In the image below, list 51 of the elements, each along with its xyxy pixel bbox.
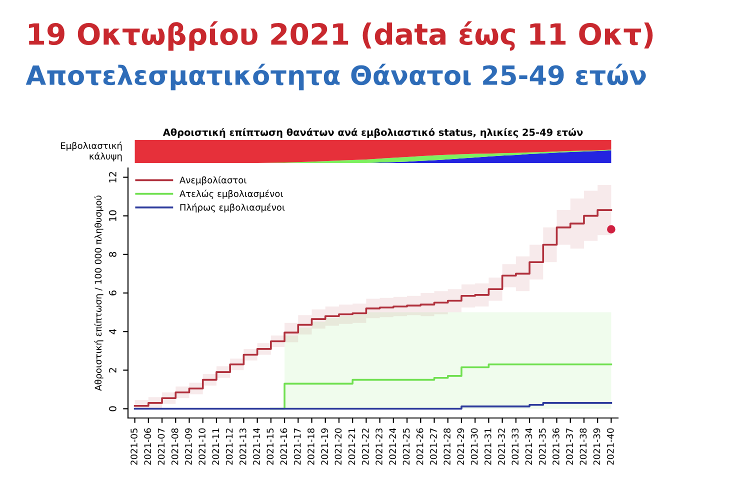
y-tick-label: 4	[109, 329, 116, 334]
x-tick-label: 2021-19	[321, 428, 328, 465]
x-tick-label: 2021-29	[457, 428, 464, 465]
x-tick-label: 2021-25	[402, 428, 410, 465]
x-tick-label: 2021-17	[294, 428, 301, 465]
x-tick-label: 2021-33	[512, 428, 519, 465]
chart-subtitle: Αποτελεσματικότητα Θάνατοι 25-49 ετών	[26, 64, 646, 90]
y-tick-label: 0	[109, 406, 116, 412]
x-tick-label: 2021-24	[389, 428, 396, 465]
y-tick-label: 10	[109, 210, 116, 221]
x-tick-label: 2021-06	[144, 428, 152, 465]
x-tick-label: 2021-23	[376, 428, 382, 465]
x-tick-label: 2021-31	[484, 428, 492, 465]
x-tick-label: 2021-12	[226, 428, 233, 465]
x-tick-label: 2021-34	[525, 428, 532, 465]
x-tick-label: 2021-38	[580, 428, 587, 465]
y-tick-label: 6	[109, 290, 116, 296]
x-tick-label: 2021-10	[198, 428, 206, 465]
x-tick-label: 2021-28	[444, 428, 450, 465]
y-axis-title: Αθροιστική επίπτωση / 100 000 πληθυσμού	[94, 196, 104, 391]
y-axis-title: Εμβολιαστική κάλυψη	[60, 142, 122, 162]
x-tick-label: 2021-39	[593, 428, 600, 465]
legend-label: Ανεμβολίαστοι	[180, 176, 246, 186]
x-tick-label: 2021-20	[334, 428, 342, 465]
x-tick-label: 2021-30	[470, 428, 478, 465]
y-tick-label: 2	[109, 368, 116, 373]
x-tick-label: 2021-26	[416, 428, 424, 465]
x-tick-label: 2021-07	[158, 428, 165, 465]
y-tick-label: 8	[109, 252, 116, 257]
x-tick-label: 2021-05	[130, 428, 138, 465]
x-tick-label: 2021-11	[212, 428, 220, 465]
x-tick-label: 2021-36	[552, 428, 560, 465]
x-tick-label: 2021-32	[498, 428, 505, 465]
x-tick-label: 2021-13	[239, 428, 246, 465]
x-tick-label: 2021-18	[308, 428, 314, 465]
chart-title: 19 Οκτωβρίου 2021 (data έως 11 Οκτ)	[28, 21, 653, 51]
x-tick-label: 2021-40	[606, 428, 614, 465]
x-tick-label: 2021-08	[171, 428, 178, 465]
x-tick-label: 2021-37	[566, 428, 573, 465]
x-tick-label: 2021-14	[253, 428, 260, 465]
x-tick-label: 2021-15	[266, 428, 274, 465]
legend-label: Ατελώς εμβολιασμένοι	[180, 190, 283, 199]
text: Αθροιστική επίπτωση θανάτων ανά εμβολιαστικό status, ηλικίες 25-49 ετών	[162, 128, 583, 138]
legend-label: Πλήρως εμβολιασμένοι	[180, 203, 285, 212]
x-tick-label: 2021-35	[538, 428, 546, 465]
x-tick-label: 2021-21	[348, 428, 356, 465]
y-tick-label: 12	[109, 172, 116, 182]
x-tick-label: 2021-22	[362, 428, 369, 465]
x-tick-label: 2021-09	[185, 428, 192, 465]
x-tick-label: 2021-16	[280, 428, 288, 465]
x-tick-label: 2021-27	[430, 428, 437, 465]
